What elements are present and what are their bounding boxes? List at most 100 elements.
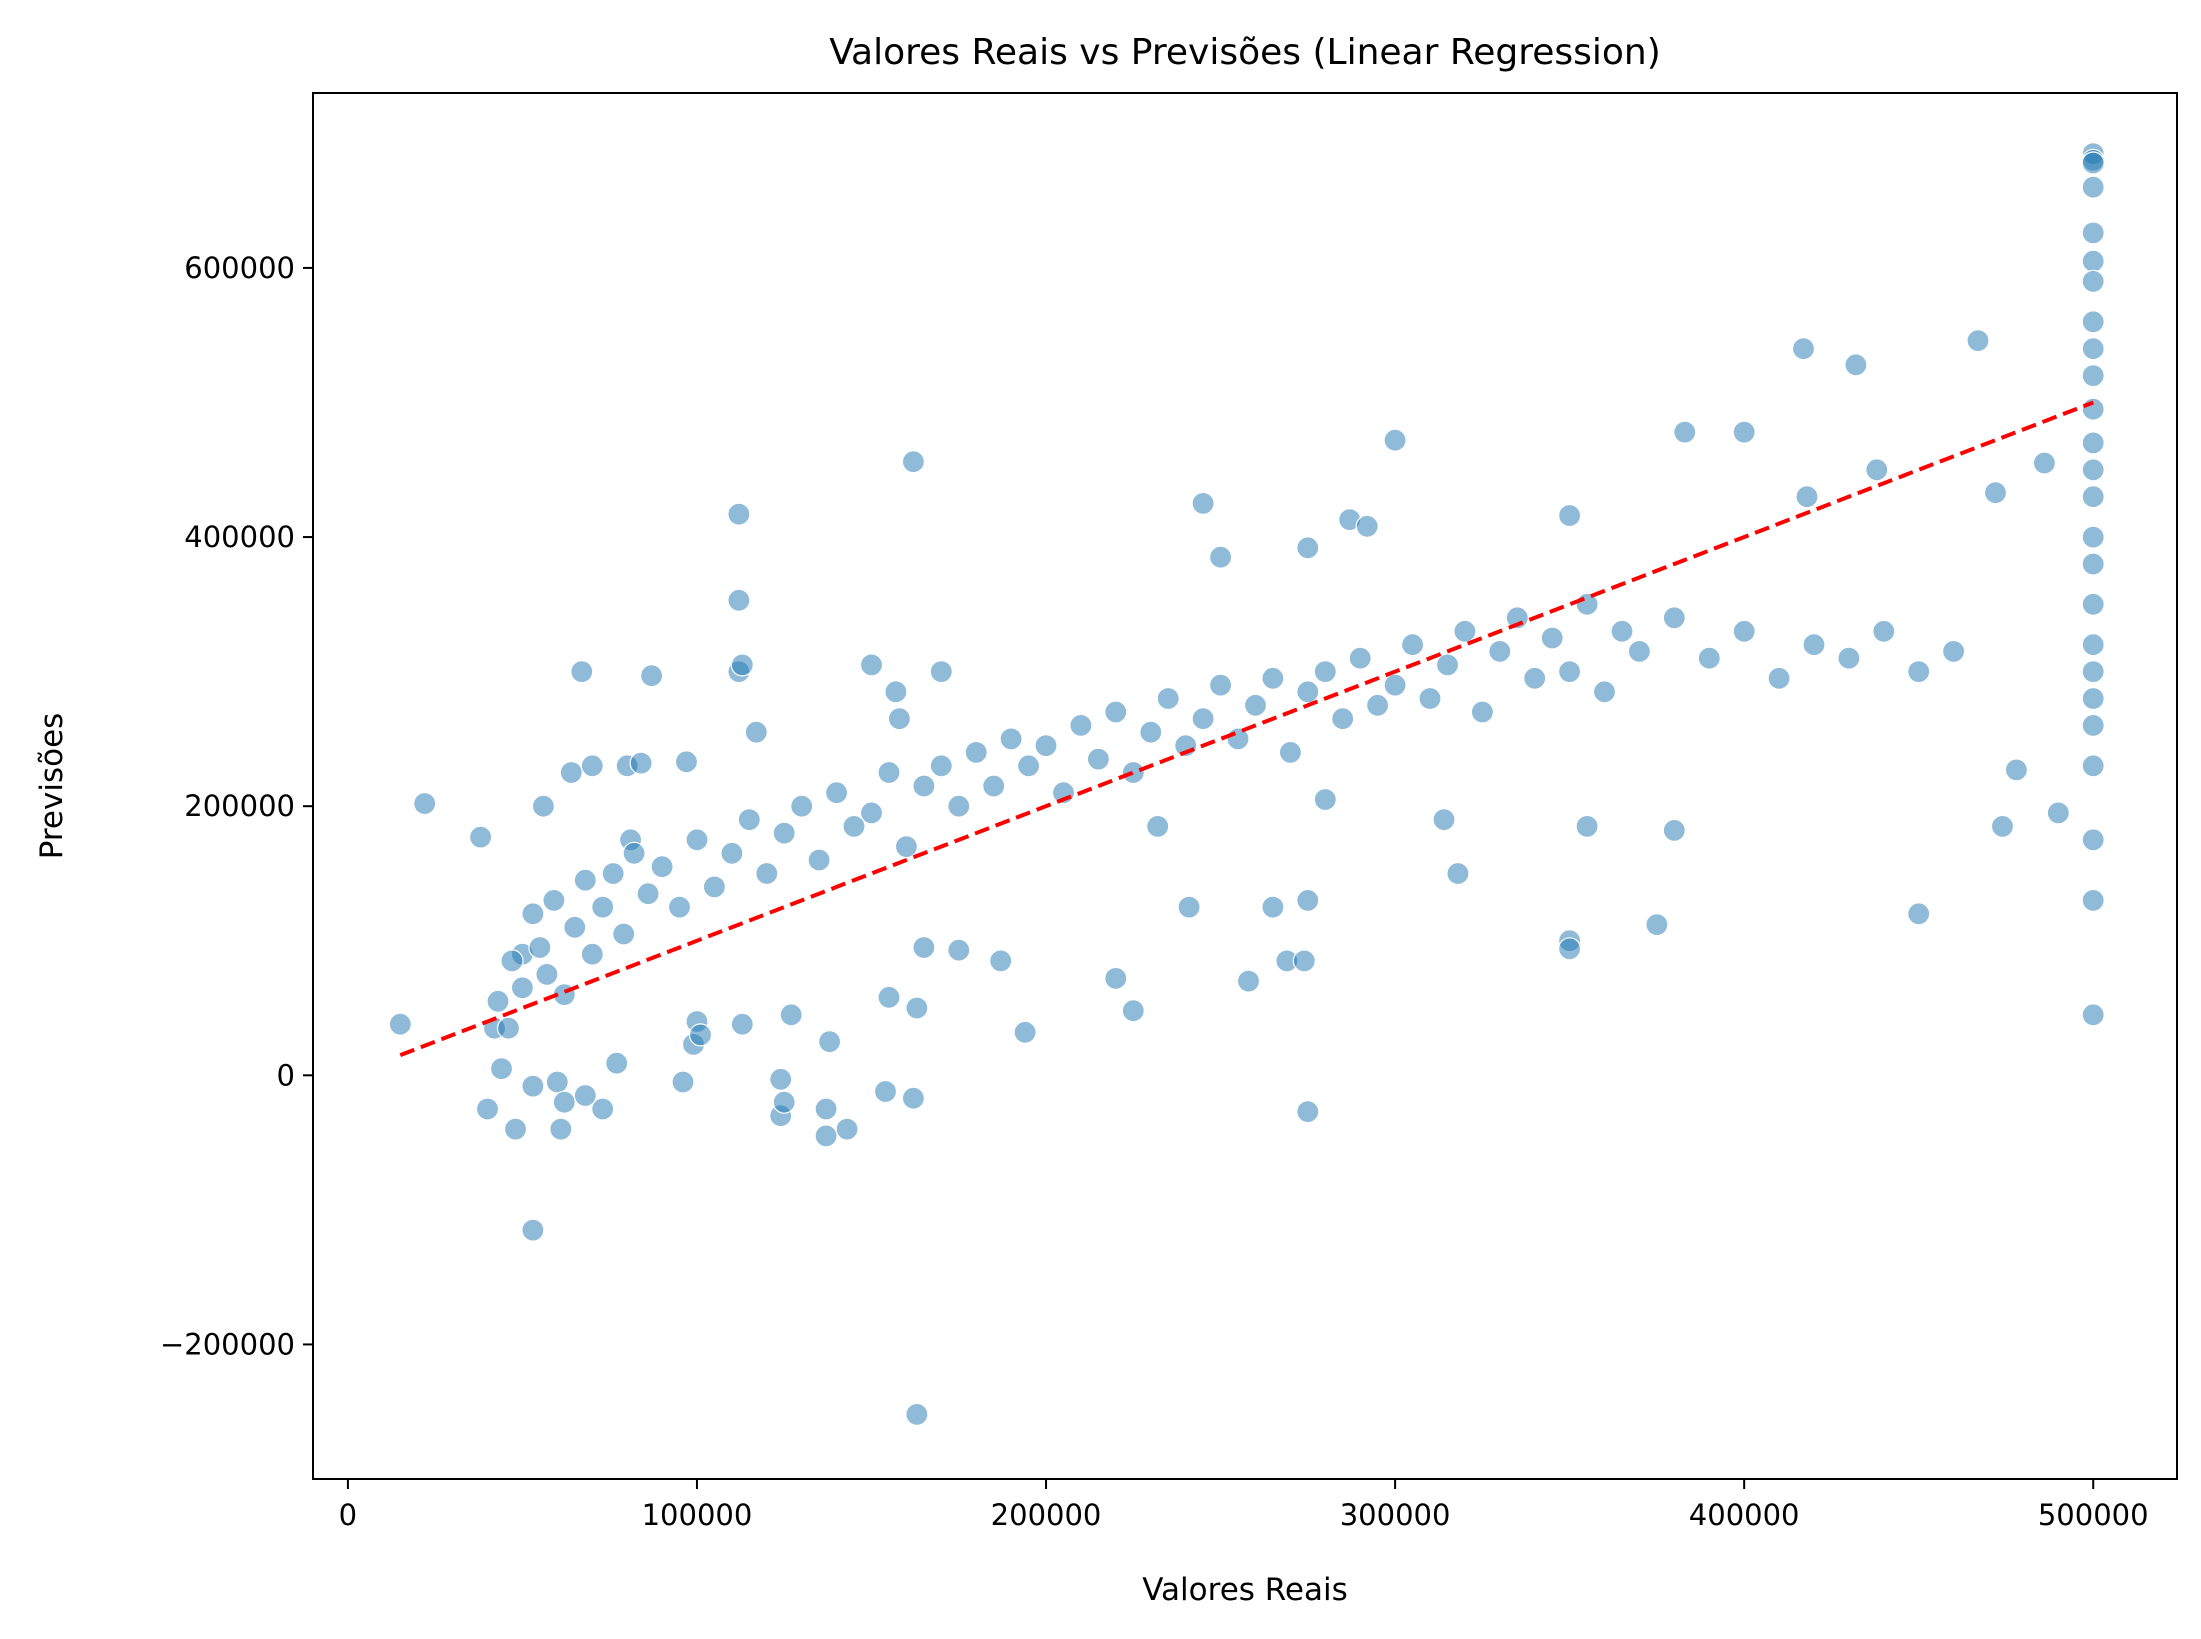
data-point: [1278, 740, 1303, 765]
data-point: [929, 754, 953, 778]
data-point: [1523, 666, 1547, 690]
data-point: [1662, 606, 1686, 630]
x-tick-label: 300000: [1340, 1498, 1451, 1532]
data-point: [2081, 221, 2105, 245]
data-point: [1732, 619, 1756, 643]
data-point: [894, 834, 919, 859]
data-point: [1355, 514, 1379, 538]
data-point: [790, 794, 814, 818]
data-point: [2081, 888, 2105, 913]
data-point: [2081, 686, 2105, 711]
data-point: [622, 841, 646, 865]
data-point: [727, 588, 751, 612]
data-point: [2081, 431, 2105, 455]
data-point: [2081, 458, 2105, 482]
data-point: [1348, 646, 1372, 670]
data-point: [1872, 619, 1896, 643]
data-point: [2004, 758, 2029, 782]
data-point: [912, 774, 936, 798]
data-point: [1592, 680, 1617, 704]
data-point: [1121, 999, 1145, 1023]
data-point: [2081, 525, 2105, 549]
data-point: [947, 938, 971, 962]
data-point: [510, 976, 535, 1000]
data-point: [1400, 633, 1425, 657]
data-point: [877, 760, 901, 785]
data-point: [629, 751, 653, 775]
data-point: [2081, 754, 2105, 778]
data-point: [1791, 337, 1816, 361]
data-point: [1557, 937, 1582, 961]
x-tick-label: 100000: [642, 1498, 753, 1532]
data-point: [1795, 485, 1819, 509]
data-point: [1488, 639, 1512, 664]
data-point: [1446, 861, 1470, 886]
data-point: [989, 949, 1013, 973]
data-point: [807, 848, 831, 872]
data-point: [2032, 451, 2057, 475]
data-point: [1104, 966, 1128, 991]
data-point: [1261, 895, 1285, 919]
data-point: [1236, 969, 1261, 993]
data-point: [1732, 420, 1756, 444]
data-point: [884, 680, 908, 704]
data-point: [552, 1090, 576, 1114]
y-axis-label: Previsões: [34, 713, 70, 860]
data-point: [612, 922, 636, 946]
y-tick-label: 600000: [184, 251, 295, 285]
data-point: [1296, 888, 1320, 913]
data-point: [1990, 814, 2015, 839]
data-point: [912, 935, 936, 960]
data-point: [601, 861, 625, 886]
data-point: [545, 1070, 569, 1094]
data-point: [1470, 700, 1495, 724]
data-point: [2081, 828, 2105, 852]
data-point: [688, 1023, 713, 1047]
data-point: [528, 935, 552, 960]
data-point: [2081, 310, 2105, 334]
data-point: [573, 868, 597, 892]
data-point: [873, 1079, 898, 1104]
data-point: [580, 754, 604, 778]
data-point: [549, 1117, 573, 1141]
data-point: [2081, 713, 2105, 738]
data-point: [730, 653, 754, 677]
data-point: [737, 807, 761, 832]
data-point: [1121, 760, 1145, 785]
y-tick-label: 0: [277, 1058, 295, 1092]
data-point: [947, 794, 971, 818]
data-point: [1767, 666, 1791, 690]
data-point: [702, 875, 727, 899]
data-point: [2081, 337, 2105, 361]
data-point: [486, 989, 510, 1013]
data-point: [1156, 686, 1180, 711]
data-point: [1383, 428, 1407, 452]
data-point: [1208, 673, 1233, 697]
data-point: [1941, 639, 1966, 664]
x-tick-label: 0: [339, 1498, 357, 1532]
data-point: [1313, 659, 1337, 684]
data-point: [388, 1012, 412, 1036]
data-point: [475, 1097, 500, 1121]
data-point: [500, 949, 524, 973]
data-point: [1243, 693, 1268, 717]
data-point: [2081, 269, 2105, 293]
data-point: [503, 1117, 528, 1141]
data-point: [1418, 686, 1442, 711]
data-point: [1432, 807, 1456, 832]
data-point: [580, 942, 604, 966]
data-point: [489, 1056, 514, 1081]
data-point: [521, 902, 545, 926]
data-point: [1177, 895, 1201, 919]
data-point: [639, 664, 664, 688]
data-point: [469, 825, 493, 849]
data-point: [1673, 420, 1697, 444]
x-axis-label: Valores Reais: [1142, 1572, 1348, 1608]
data-point: [755, 861, 779, 886]
data-point: [1907, 659, 1931, 684]
data-point: [1383, 673, 1407, 697]
data-point: [1575, 814, 1599, 839]
data-point: [496, 1016, 521, 1040]
data-point: [859, 801, 884, 825]
y-tick-label: −200000: [160, 1327, 295, 1361]
